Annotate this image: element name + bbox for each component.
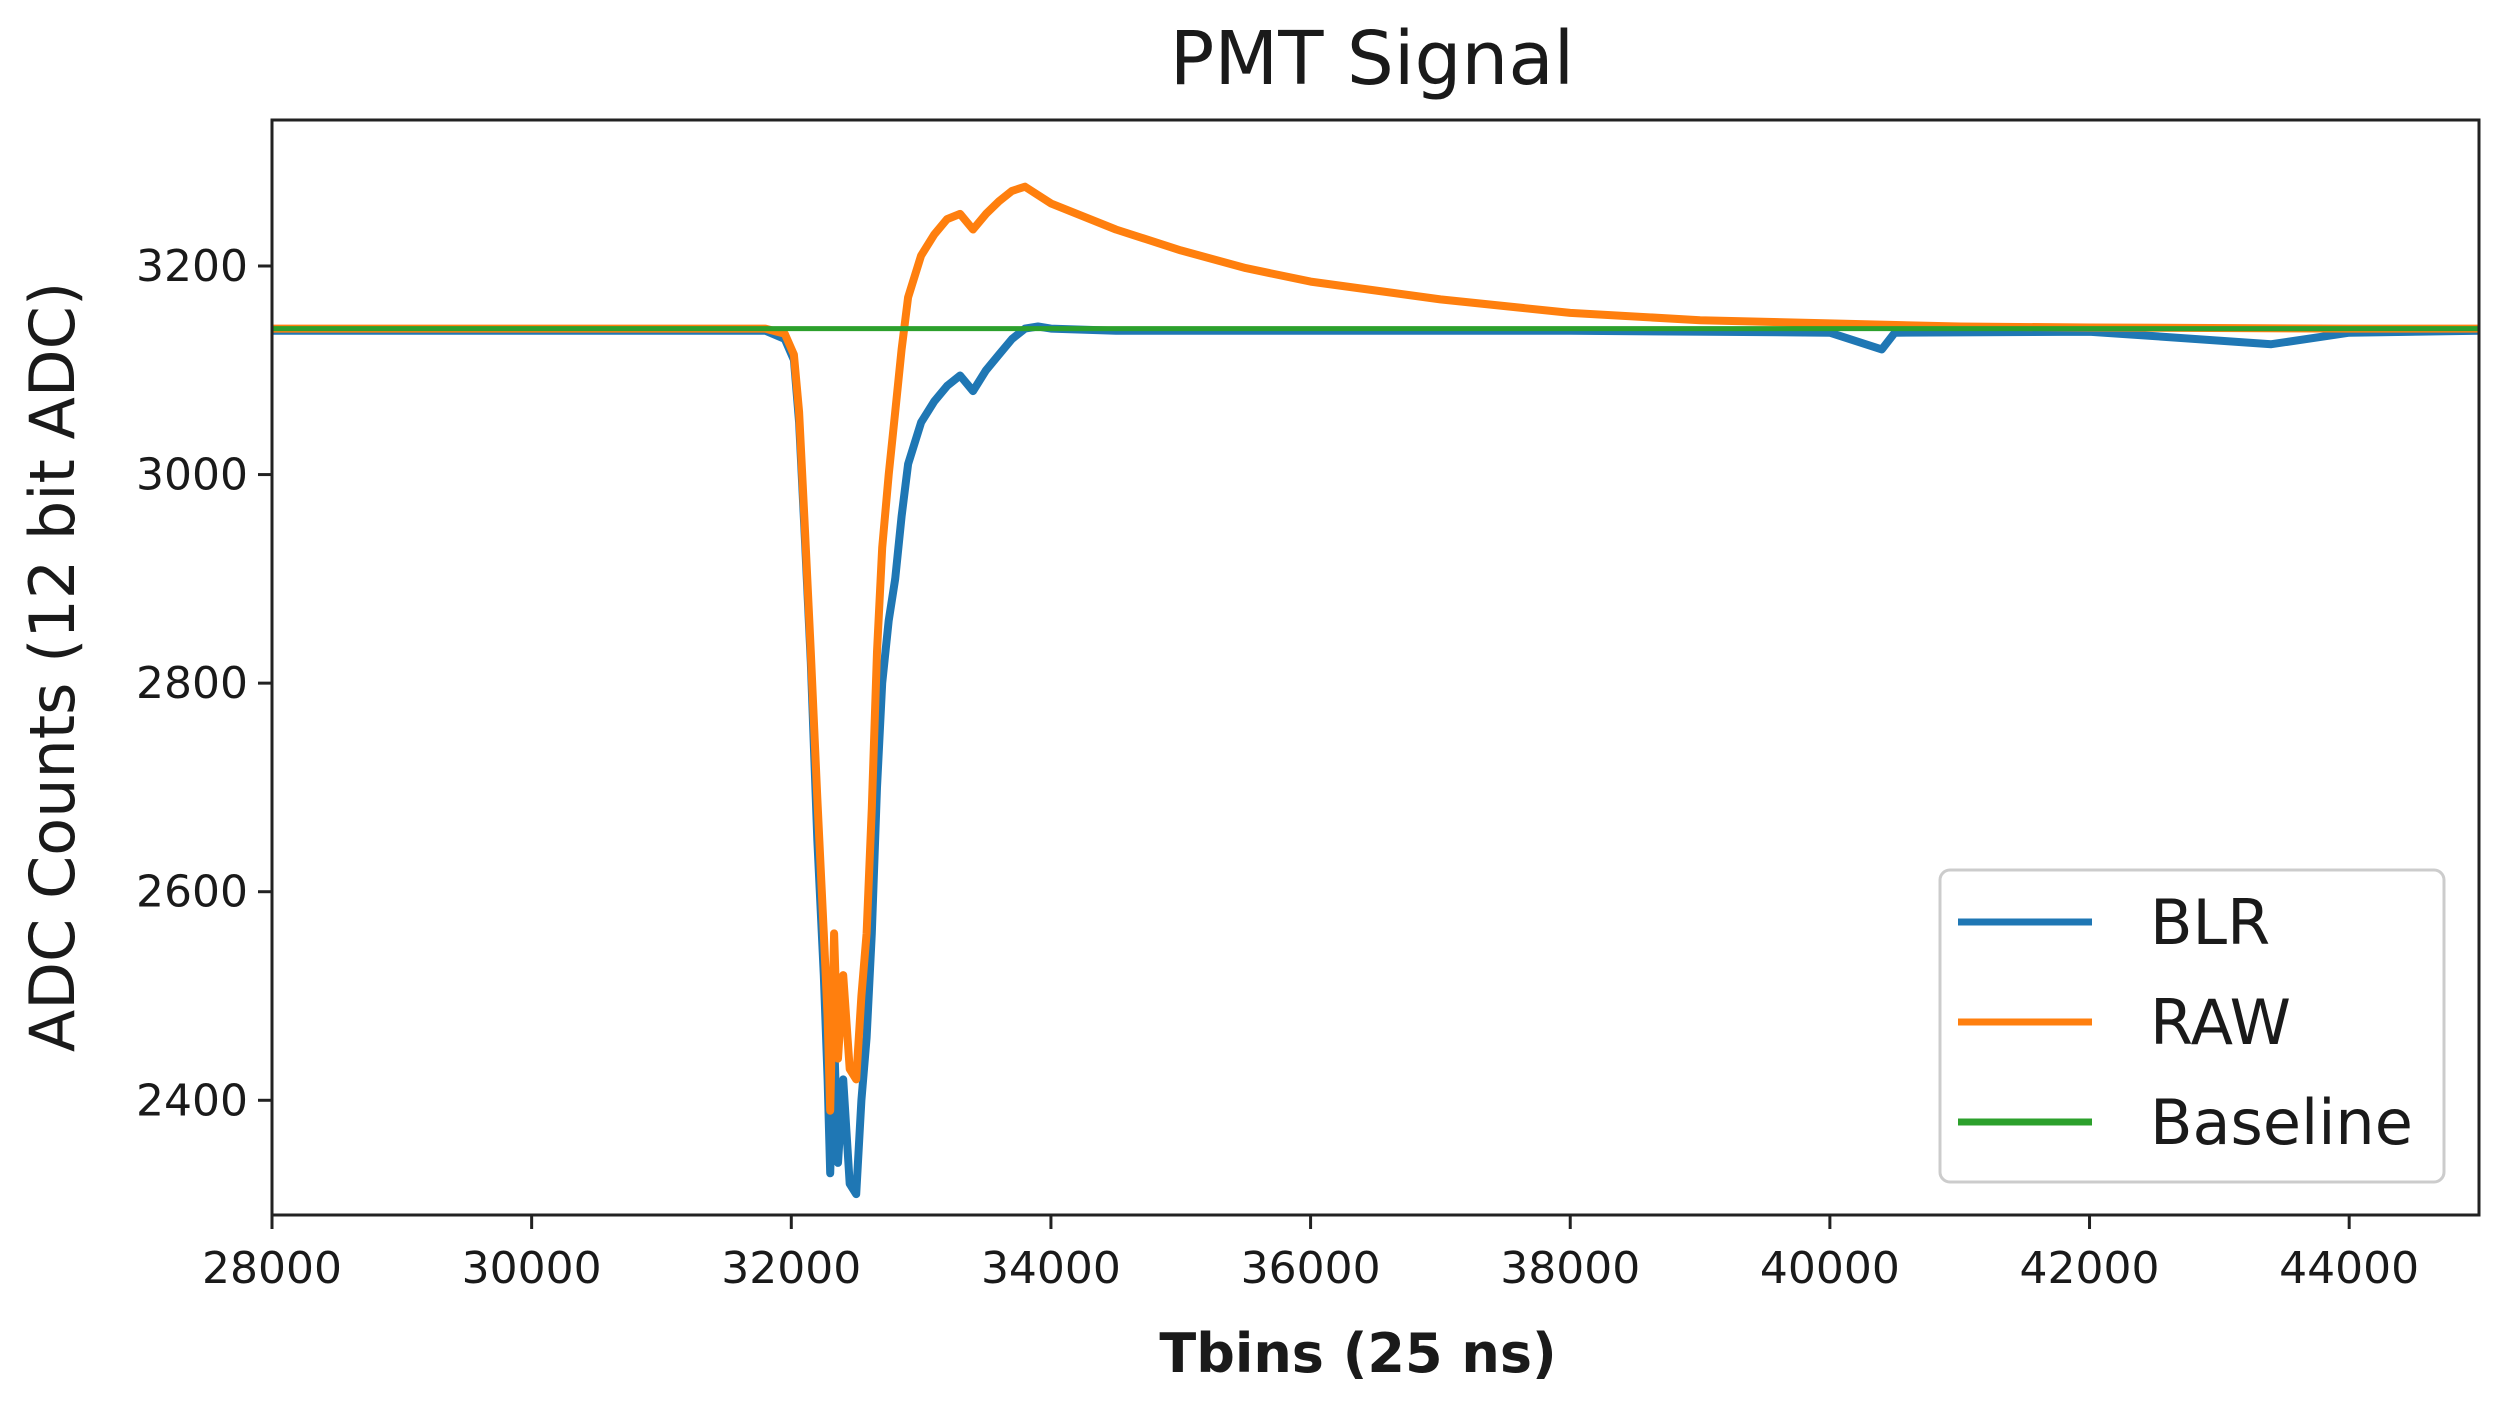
y-tick-label: 2800	[136, 658, 248, 709]
x-tick-label: 38000	[1500, 1243, 1640, 1294]
x-tick-label: 42000	[2020, 1243, 2160, 1294]
x-tick-label: 32000	[721, 1243, 861, 1294]
plot-frame	[270, 118, 2481, 1217]
series-raw-line	[272, 182, 2479, 1115]
x-tick-label: 30000	[462, 1243, 602, 1294]
x-tick-label: 36000	[1241, 1243, 1381, 1294]
y-tick-label: 3200	[136, 241, 248, 292]
chart-title: PMT Signal	[1170, 16, 1575, 102]
y-tick-label: 2400	[136, 1075, 248, 1126]
y-tick-label: 2600	[136, 867, 248, 918]
legend-box	[1938, 868, 2446, 1184]
x-axis-label: Tbins (25 ns)	[1159, 1322, 1556, 1385]
series-layer	[272, 182, 2480, 1199]
legend-entries: BLR RAW Baseline	[1958, 886, 2413, 1159]
x-tick-label: 34000	[981, 1243, 1121, 1294]
y-axis: 2400 2600 2800 3000 3200	[136, 241, 272, 1126]
legend-label-raw: RAW	[2150, 986, 2291, 1059]
x-axis: 28000 30000 32000 34000 36000 38000 40000 42000…	[202, 1215, 2419, 1294]
y-tick-label: 3000	[136, 450, 248, 501]
legend-label-blr: BLR	[2150, 886, 2270, 959]
x-tick-label: 40000	[1760, 1243, 1900, 1294]
x-tick-label: 28000	[202, 1243, 342, 1294]
legend: BLR RAW Baseline	[1938, 868, 2446, 1184]
y-axis-label: ADC Counts (12 bit ADC)	[16, 282, 89, 1052]
legend-label-baseline: Baseline	[2150, 1086, 2413, 1159]
x-tick-label: 44000	[2279, 1243, 2419, 1294]
